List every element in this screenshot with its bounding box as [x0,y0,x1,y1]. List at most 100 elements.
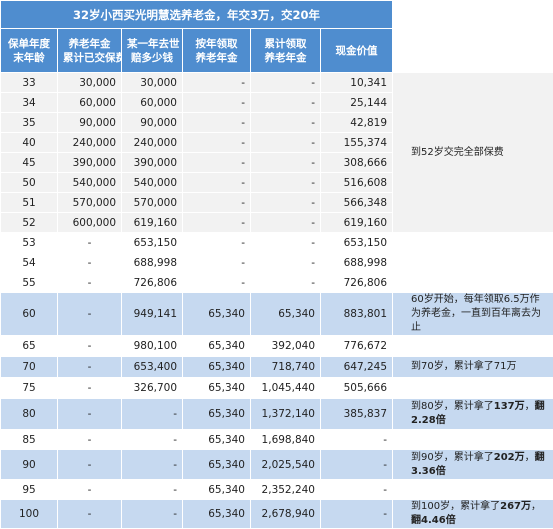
value-cell: - [58,450,122,480]
value-cell: - [122,399,183,430]
value-cell: 2,352,240 [251,480,321,500]
value-cell: 65,340 [183,500,251,529]
value-cell: 1,372,140 [251,399,321,430]
value-cell: 600,000 [58,213,122,233]
header-line: 赔多少钱 [131,52,173,64]
column-header: 保单年度末年龄 [1,29,58,73]
value-cell: 392,040 [251,336,321,357]
value-cell: 570,000 [58,193,122,213]
value-cell: 42,819 [321,113,393,133]
table-title: 32岁小西买光明慧选养老金，年交3万，交20年 [1,1,393,29]
value-cell: 505,666 [321,378,393,399]
data-row: 55-726,806--726,806 [1,273,553,293]
value-cell: 385,837 [321,399,393,430]
note-cell [393,378,553,399]
value-cell: - [58,293,122,336]
value-cell: 883,801 [321,293,393,336]
value-cell: 155,374 [321,133,393,153]
note-text: 到52岁交完全部保费 [411,147,504,158]
value-cell: 90,000 [122,113,183,133]
value-cell: 2,678,940 [251,500,321,529]
value-cell: 516,608 [321,173,393,193]
value-cell: 240,000 [122,133,183,153]
value-cell: - [122,500,183,529]
value-cell: - [321,430,393,450]
header-line: 养老年金 [69,38,111,50]
note-cell: 到52岁交完全部保费 [393,73,553,233]
value-cell: - [251,173,321,193]
value-cell: - [321,500,393,529]
note-cell [393,233,553,253]
value-cell: 2,025,540 [251,450,321,480]
value-cell: - [122,430,183,450]
value-cell: - [58,399,122,430]
column-header: 养老年金累计已交保费 [58,29,122,73]
value-cell: - [58,273,122,293]
value-cell: - [251,133,321,153]
header-line: 养老年金 [196,52,238,64]
value-cell: 65,340 [183,480,251,500]
age-cell: 65 [1,336,58,357]
value-cell: 540,000 [122,173,183,193]
value-cell: 949,141 [122,293,183,336]
value-cell: 65,340 [183,378,251,399]
value-cell: - [251,213,321,233]
value-cell: 776,672 [321,336,393,357]
value-cell: - [58,500,122,529]
value-cell: 688,998 [122,253,183,273]
value-cell: 65,340 [183,430,251,450]
value-cell: - [58,480,122,500]
age-cell: 100 [1,500,58,529]
value-cell: 653,150 [122,233,183,253]
value-cell: 10,341 [321,73,393,93]
value-cell: - [122,450,183,480]
note-text: 到70岁，累计拿了71万 [411,361,516,372]
header-line: 保单年度 [8,38,50,50]
header-line: 按年领取 [196,38,238,50]
value-cell: 65,340 [183,399,251,430]
note-cell: 60岁开始，每年领取6.5万作为养老金，一直到百年离去为止 [393,293,553,336]
header-line: 现金价值 [336,45,378,57]
note-cell [393,430,553,450]
blank-cell [393,29,553,73]
page: 32岁小西买光明慧选养老金，年交3万，交20年 保单年度末年龄养老年金累计已交保… [0,0,553,511]
value-cell: - [58,430,122,450]
value-cell: 653,150 [321,233,393,253]
value-cell: - [122,480,183,500]
value-cell: - [183,273,251,293]
note-cell: 到90岁，累计拿了202万，翻3.36倍 [393,450,553,480]
value-cell: - [58,336,122,357]
value-cell: 718,740 [251,357,321,378]
note-text: 202万 [494,452,525,463]
note-text: 137万 [494,401,525,412]
header-row: 保单年度末年龄养老年金累计已交保费某一年去世赔多少钱按年领取养老年金累计领取养老… [1,29,553,73]
value-cell: - [183,213,251,233]
value-cell: 30,000 [58,73,122,93]
age-cell: 80 [1,399,58,430]
blank-cell [393,1,553,29]
age-cell: 75 [1,378,58,399]
age-cell: 34 [1,93,58,113]
note-cell: 到80岁，累计拿了137万，翻2.28倍 [393,399,553,430]
value-cell: - [251,113,321,133]
header-line: 养老年金 [265,52,307,64]
value-cell: - [58,233,122,253]
note-cell: 到100岁，累计拿了267万，翻4.46倍 [393,500,553,529]
column-header: 现金价值 [321,29,393,73]
value-cell: - [183,233,251,253]
age-cell: 35 [1,113,58,133]
value-cell: - [251,233,321,253]
value-cell: 647,245 [321,357,393,378]
value-cell: 65,340 [183,336,251,357]
value-cell: 30,000 [122,73,183,93]
value-cell: 653,400 [122,357,183,378]
